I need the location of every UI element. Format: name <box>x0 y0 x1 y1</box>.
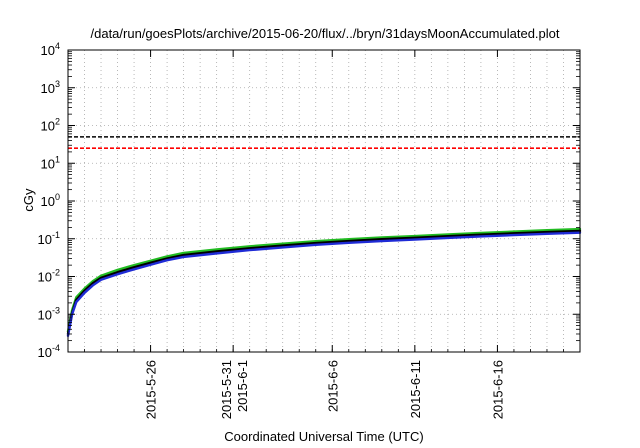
series-line <box>66 229 582 336</box>
y-tick-label: 100 <box>41 192 60 209</box>
y-axis: 10-4 10-3 10-2 10-1 100 101 102 103 104 <box>38 41 580 360</box>
x-tick-label: 2015-6-16 <box>490 360 505 419</box>
y-tick-label: 10-2 <box>38 268 60 285</box>
series-lines <box>66 227 582 337</box>
series-line <box>66 227 582 333</box>
y-tick-label: 10-3 <box>38 305 60 322</box>
x-axis: 2015-5-26 2015-5-31 2015-6-1 2015-6-6 2015-6… <box>84 50 564 419</box>
y-axis-label: cGy <box>21 188 36 212</box>
reference-lines <box>68 136 580 150</box>
grid <box>68 50 580 352</box>
y-tick-label: 10-4 <box>38 343 60 360</box>
y-tick-label: 103 <box>41 79 60 96</box>
series-line <box>66 231 582 337</box>
x-tick-label: 2015-5-31 <box>219 360 234 419</box>
y-tick-label: 104 <box>41 41 60 58</box>
chart-title: /data/run/goesPlots/archive/2015-06-20/f… <box>91 26 560 41</box>
x-tick-label: 2015-5-26 <box>144 360 159 419</box>
y-tick-label: 102 <box>41 117 60 134</box>
x-tick-label: 2015-6-11 <box>408 360 423 418</box>
x-axis-label: Coordinated Universal Time (UTC) <box>224 429 423 444</box>
y-tick-label: 10-1 <box>38 230 60 247</box>
x-tick-label: 2015-6-6 <box>325 360 340 412</box>
x-tick-label: 2015-6-1 <box>235 360 250 412</box>
y-tick-label: 101 <box>41 154 60 171</box>
